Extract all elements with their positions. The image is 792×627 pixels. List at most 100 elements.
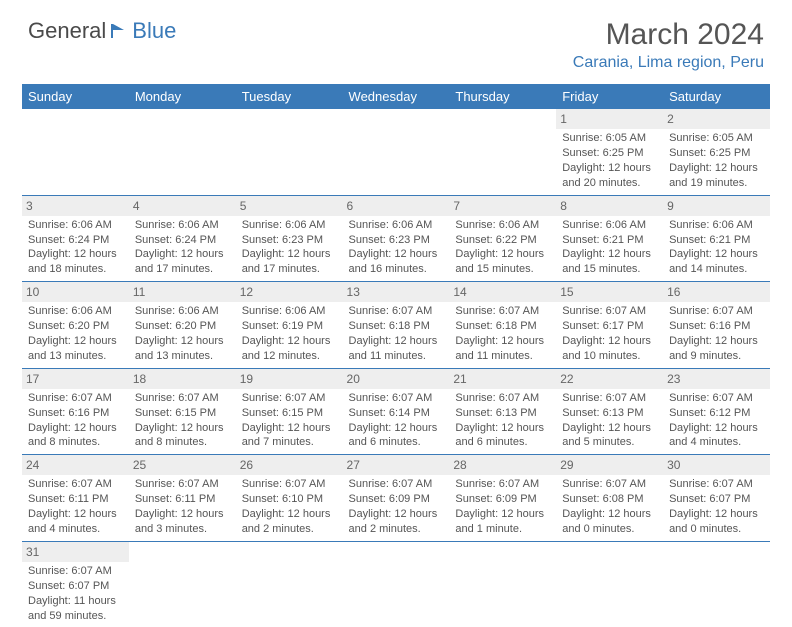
- day-number: 30: [663, 455, 770, 475]
- sunrise-text: Sunrise: 6:07 AM: [28, 564, 123, 579]
- page-title: March 2024: [573, 18, 764, 52]
- weekday-header: Saturday: [663, 84, 770, 109]
- sunrise-text: Sunrise: 6:07 AM: [455, 304, 550, 319]
- sunset-text: Sunset: 6:11 PM: [28, 492, 123, 507]
- calendar-cell: 17Sunrise: 6:07 AMSunset: 6:16 PMDayligh…: [22, 368, 129, 455]
- daylight-text: Daylight: 12 hours and 1 minute.: [455, 507, 550, 537]
- sunset-text: Sunset: 6:14 PM: [349, 406, 444, 421]
- day-number: 12: [236, 282, 343, 302]
- daylight-text: Daylight: 12 hours and 13 minutes.: [135, 334, 230, 364]
- sunset-text: Sunset: 6:11 PM: [135, 492, 230, 507]
- sunset-text: Sunset: 6:23 PM: [242, 233, 337, 248]
- sunrise-text: Sunrise: 6:06 AM: [669, 218, 764, 233]
- weekday-header: Friday: [556, 84, 663, 109]
- daylight-text: Daylight: 12 hours and 5 minutes.: [562, 421, 657, 451]
- calendar-cell-empty: [556, 541, 663, 627]
- calendar-cell-empty: [449, 109, 556, 195]
- sunrise-text: Sunrise: 6:07 AM: [562, 304, 657, 319]
- calendar-cell: 30Sunrise: 6:07 AMSunset: 6:07 PMDayligh…: [663, 455, 770, 542]
- sunset-text: Sunset: 6:22 PM: [455, 233, 550, 248]
- logo: General Blue: [28, 18, 176, 44]
- day-number: 6: [343, 196, 450, 216]
- sunrise-text: Sunrise: 6:06 AM: [135, 304, 230, 319]
- sunset-text: Sunset: 6:18 PM: [455, 319, 550, 334]
- calendar-cell: 18Sunrise: 6:07 AMSunset: 6:15 PMDayligh…: [129, 368, 236, 455]
- sunset-text: Sunset: 6:08 PM: [562, 492, 657, 507]
- day-number: 29: [556, 455, 663, 475]
- sunrise-text: Sunrise: 6:07 AM: [135, 391, 230, 406]
- sunset-text: Sunset: 6:20 PM: [135, 319, 230, 334]
- calendar-cell: 5Sunrise: 6:06 AMSunset: 6:23 PMDaylight…: [236, 195, 343, 282]
- calendar-cell: 2Sunrise: 6:05 AMSunset: 6:25 PMDaylight…: [663, 109, 770, 195]
- title-block: March 2024 Carania, Lima region, Peru: [573, 18, 764, 72]
- day-number: 25: [129, 455, 236, 475]
- sunset-text: Sunset: 6:15 PM: [135, 406, 230, 421]
- sunrise-text: Sunrise: 6:06 AM: [455, 218, 550, 233]
- daylight-text: Daylight: 12 hours and 15 minutes.: [455, 247, 550, 277]
- calendar-cell: 20Sunrise: 6:07 AMSunset: 6:14 PMDayligh…: [343, 368, 450, 455]
- calendar-cell: 11Sunrise: 6:06 AMSunset: 6:20 PMDayligh…: [129, 282, 236, 369]
- calendar-cell-empty: [129, 109, 236, 195]
- daylight-text: Daylight: 12 hours and 6 minutes.: [455, 421, 550, 451]
- sunrise-text: Sunrise: 6:07 AM: [669, 477, 764, 492]
- daylight-text: Daylight: 12 hours and 13 minutes.: [28, 334, 123, 364]
- calendar-cell: 1Sunrise: 6:05 AMSunset: 6:25 PMDaylight…: [556, 109, 663, 195]
- day-number: 26: [236, 455, 343, 475]
- day-number: 17: [22, 369, 129, 389]
- sunrise-text: Sunrise: 6:07 AM: [562, 391, 657, 406]
- logo-text-1: General: [28, 18, 106, 44]
- sunset-text: Sunset: 6:25 PM: [669, 146, 764, 161]
- calendar-cell: 19Sunrise: 6:07 AMSunset: 6:15 PMDayligh…: [236, 368, 343, 455]
- day-number: 23: [663, 369, 770, 389]
- sunrise-text: Sunrise: 6:07 AM: [242, 477, 337, 492]
- daylight-text: Daylight: 12 hours and 16 minutes.: [349, 247, 444, 277]
- day-number: 18: [129, 369, 236, 389]
- calendar-row: 10Sunrise: 6:06 AMSunset: 6:20 PMDayligh…: [22, 282, 770, 369]
- calendar-cell: 25Sunrise: 6:07 AMSunset: 6:11 PMDayligh…: [129, 455, 236, 542]
- day-number: 15: [556, 282, 663, 302]
- daylight-text: Daylight: 12 hours and 4 minutes.: [669, 421, 764, 451]
- daylight-text: Daylight: 12 hours and 2 minutes.: [242, 507, 337, 537]
- sunrise-text: Sunrise: 6:07 AM: [28, 477, 123, 492]
- day-number: 19: [236, 369, 343, 389]
- sunrise-text: Sunrise: 6:06 AM: [135, 218, 230, 233]
- sunrise-text: Sunrise: 6:07 AM: [135, 477, 230, 492]
- calendar-cell: 10Sunrise: 6:06 AMSunset: 6:20 PMDayligh…: [22, 282, 129, 369]
- sunrise-text: Sunrise: 6:07 AM: [349, 477, 444, 492]
- calendar-cell: 14Sunrise: 6:07 AMSunset: 6:18 PMDayligh…: [449, 282, 556, 369]
- calendar-table: SundayMondayTuesdayWednesdayThursdayFrid…: [22, 84, 770, 627]
- daylight-text: Daylight: 12 hours and 15 minutes.: [562, 247, 657, 277]
- day-number: 10: [22, 282, 129, 302]
- calendar-cell: 8Sunrise: 6:06 AMSunset: 6:21 PMDaylight…: [556, 195, 663, 282]
- daylight-text: Daylight: 12 hours and 6 minutes.: [349, 421, 444, 451]
- sunset-text: Sunset: 6:21 PM: [669, 233, 764, 248]
- daylight-text: Daylight: 12 hours and 19 minutes.: [669, 161, 764, 191]
- weekday-header: Monday: [129, 84, 236, 109]
- sunrise-text: Sunrise: 6:06 AM: [28, 218, 123, 233]
- daylight-text: Daylight: 12 hours and 20 minutes.: [562, 161, 657, 191]
- sunset-text: Sunset: 6:09 PM: [455, 492, 550, 507]
- calendar-cell: 13Sunrise: 6:07 AMSunset: 6:18 PMDayligh…: [343, 282, 450, 369]
- calendar-cell: 7Sunrise: 6:06 AMSunset: 6:22 PMDaylight…: [449, 195, 556, 282]
- calendar-cell-empty: [22, 109, 129, 195]
- location-subtitle: Carania, Lima region, Peru: [573, 54, 764, 72]
- sunrise-text: Sunrise: 6:07 AM: [349, 304, 444, 319]
- day-number: 24: [22, 455, 129, 475]
- sunset-text: Sunset: 6:16 PM: [669, 319, 764, 334]
- daylight-text: Daylight: 12 hours and 12 minutes.: [242, 334, 337, 364]
- sunset-text: Sunset: 6:07 PM: [669, 492, 764, 507]
- day-number: 27: [343, 455, 450, 475]
- sunrise-text: Sunrise: 6:05 AM: [562, 131, 657, 146]
- daylight-text: Daylight: 12 hours and 8 minutes.: [28, 421, 123, 451]
- calendar-row: 24Sunrise: 6:07 AMSunset: 6:11 PMDayligh…: [22, 455, 770, 542]
- calendar-cell: 4Sunrise: 6:06 AMSunset: 6:24 PMDaylight…: [129, 195, 236, 282]
- calendar-cell: 12Sunrise: 6:06 AMSunset: 6:19 PMDayligh…: [236, 282, 343, 369]
- day-number: 3: [22, 196, 129, 216]
- sunset-text: Sunset: 6:24 PM: [135, 233, 230, 248]
- day-number: 5: [236, 196, 343, 216]
- daylight-text: Daylight: 12 hours and 9 minutes.: [669, 334, 764, 364]
- sunset-text: Sunset: 6:25 PM: [562, 146, 657, 161]
- sunset-text: Sunset: 6:13 PM: [562, 406, 657, 421]
- calendar-cell: 16Sunrise: 6:07 AMSunset: 6:16 PMDayligh…: [663, 282, 770, 369]
- calendar-cell: 24Sunrise: 6:07 AMSunset: 6:11 PMDayligh…: [22, 455, 129, 542]
